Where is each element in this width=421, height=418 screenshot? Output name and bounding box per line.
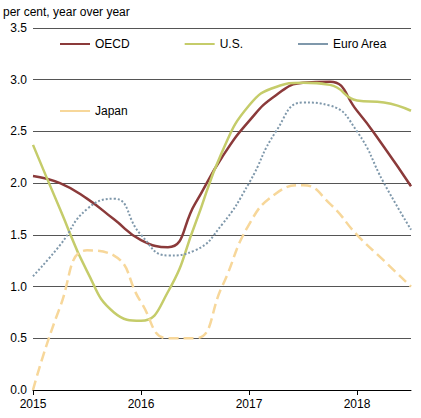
svg-text:per cent, year over year: per cent, year over year: [3, 5, 130, 19]
svg-text:Japan: Japan: [95, 104, 128, 118]
svg-text:OECD: OECD: [95, 37, 130, 51]
svg-text:1.0: 1.0: [10, 280, 27, 294]
svg-text:1.5: 1.5: [10, 228, 27, 242]
svg-text:2016: 2016: [128, 397, 155, 411]
svg-text:2.0: 2.0: [10, 176, 27, 190]
svg-text:0.5: 0.5: [10, 331, 27, 345]
svg-text:0.0: 0.0: [10, 383, 27, 397]
svg-text:3.5: 3.5: [10, 21, 27, 35]
svg-text:Euro Area: Euro Area: [333, 37, 387, 51]
svg-text:U.S.: U.S.: [220, 37, 243, 51]
svg-text:2017: 2017: [236, 397, 263, 411]
svg-text:2.5: 2.5: [10, 124, 27, 138]
svg-text:2018: 2018: [344, 397, 371, 411]
svg-text:3.0: 3.0: [10, 73, 27, 87]
svg-text:2015: 2015: [20, 397, 47, 411]
